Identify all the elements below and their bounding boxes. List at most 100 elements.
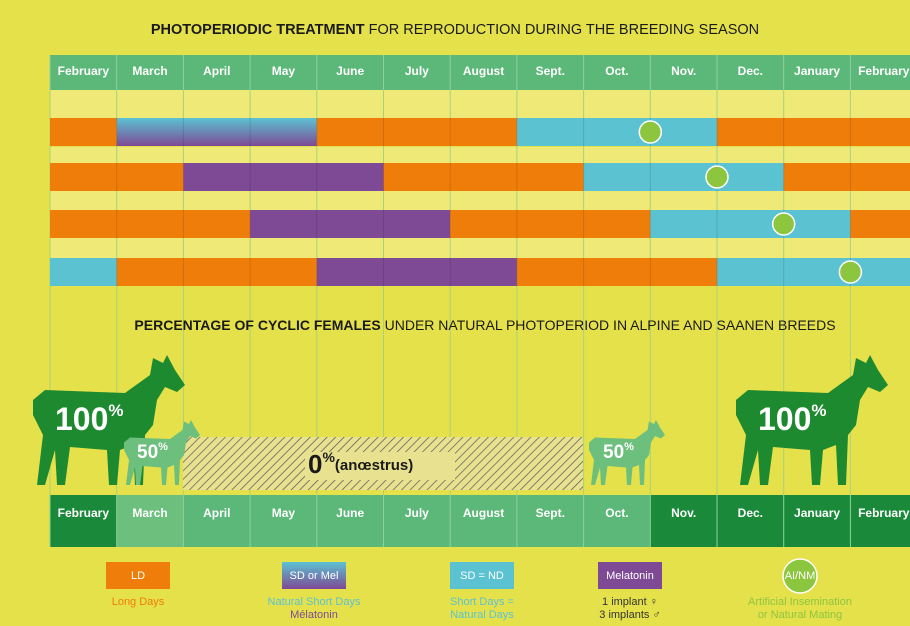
month: July — [405, 64, 429, 78]
month: January — [794, 64, 840, 78]
treatment-bar — [850, 210, 910, 238]
title: PHOTOPERIODIC TREATMENT FOR REPRODUCTION… — [151, 22, 759, 38]
title-bold: PHOTOPERIODIC TREATMENT — [151, 22, 365, 38]
footer-cell — [116, 495, 184, 547]
treatment-bar — [250, 210, 451, 238]
value: 50 — [603, 442, 624, 463]
percent: % — [624, 441, 634, 453]
legend-box-label: SD or Mel — [290, 570, 339, 582]
footer-cell — [516, 495, 584, 547]
stripe — [50, 238, 910, 258]
subtitle-rest: UNDER NATURAL PHOTOPERIOD IN ALPINE AND … — [385, 317, 836, 333]
month: June — [336, 506, 364, 520]
legend-box — [106, 562, 170, 589]
footer-cell — [450, 495, 517, 547]
month: Oct. — [605, 64, 628, 78]
footer-cell — [583, 495, 651, 547]
month: July — [405, 506, 429, 520]
footer-cell — [650, 495, 717, 547]
footer-cell — [183, 495, 251, 547]
footer-cell — [316, 495, 384, 547]
treatment-bar — [316, 118, 517, 146]
treatment-bar — [717, 258, 910, 286]
treatment-bar — [50, 210, 251, 238]
ai-dot — [638, 120, 663, 144]
treatment-bar — [50, 163, 184, 191]
footer-cell — [250, 495, 317, 547]
footer-cell — [850, 495, 910, 547]
legend: LD Long Days SD or Mel Natural Short DaysMé… — [106, 558, 852, 621]
percent: % — [158, 441, 168, 453]
legend-label: 3 implants ♂ — [599, 609, 660, 621]
pct-label: 50% — [137, 441, 168, 463]
month: June — [336, 64, 364, 78]
ai-dot — [838, 260, 863, 284]
month: Sept. — [536, 64, 565, 78]
month: April — [203, 506, 230, 520]
subtitle-bold: PERCENTAGE OF CYCLIC FEMALES — [134, 317, 380, 333]
pct-label: 100% — [55, 401, 124, 437]
zero-note: (anœstrus) — [335, 457, 413, 474]
value: 100 — [55, 401, 108, 437]
treatment-bar — [583, 163, 784, 191]
zero: 0 — [308, 449, 322, 479]
subtitle: PERCENTAGE OF CYCLIC FEMALES UNDER NATUR… — [134, 317, 835, 333]
month: May — [272, 506, 296, 520]
month: February — [58, 64, 110, 78]
legend-label: Short Days = — [450, 596, 514, 608]
legend-box — [450, 562, 514, 589]
treatment-bar — [50, 258, 117, 286]
pct-label: 50% — [603, 441, 634, 463]
month: Dec. — [738, 64, 763, 78]
stripe — [50, 90, 910, 118]
treatment-bar — [116, 258, 317, 286]
legend-label: Mélatonin — [290, 609, 338, 621]
pct-label: 100% — [758, 401, 827, 437]
treatment-bar — [450, 210, 651, 238]
footer-cell — [50, 495, 117, 547]
month: January — [794, 506, 840, 520]
legend-box — [282, 562, 346, 589]
legend-label: Long Days — [112, 596, 165, 608]
month-footer: February March April May June July August Sept.… — [49, 495, 910, 547]
legend-box-label: AI/NM — [785, 570, 816, 582]
legend-label: Natural Short Days — [268, 596, 361, 608]
value: 100 — [758, 401, 811, 437]
header-bar — [50, 55, 910, 90]
ai-dot — [771, 212, 796, 236]
title-rest: FOR REPRODUCTION DURING THE BREEDING SEA… — [369, 22, 759, 38]
treatment-bar — [116, 118, 317, 146]
treatment-bar — [650, 210, 851, 238]
month-header: February March April May June July August Sept.… — [49, 55, 910, 90]
month: August — [463, 506, 504, 520]
footer-cell — [717, 495, 784, 547]
footer-cell — [383, 495, 451, 547]
percent: % — [811, 401, 826, 420]
treatment-bar — [516, 118, 717, 146]
stripe — [50, 147, 910, 163]
month: August — [463, 64, 504, 78]
legend-label: 1 implant ♀ — [602, 596, 658, 608]
treatment-bar — [717, 118, 910, 146]
value: 50 — [137, 442, 158, 463]
month: February — [858, 506, 910, 520]
legend-dot — [782, 558, 818, 594]
percent: % — [108, 401, 123, 420]
treatment-bar — [50, 118, 117, 146]
stripe — [50, 191, 910, 210]
ai-dot — [705, 165, 729, 189]
legend-box-label: Melatonin — [606, 570, 654, 582]
treatment-bar — [183, 163, 384, 191]
month: April — [203, 64, 230, 78]
month: May — [272, 64, 296, 78]
month: Dec. — [738, 506, 763, 520]
percent: % — [322, 449, 335, 465]
legend-box-label: SD = ND — [460, 570, 504, 582]
month: February — [58, 506, 110, 520]
zero-label-bg — [305, 452, 455, 480]
month: Nov. — [671, 506, 696, 520]
month: Oct. — [605, 506, 628, 520]
month: March — [132, 64, 167, 78]
